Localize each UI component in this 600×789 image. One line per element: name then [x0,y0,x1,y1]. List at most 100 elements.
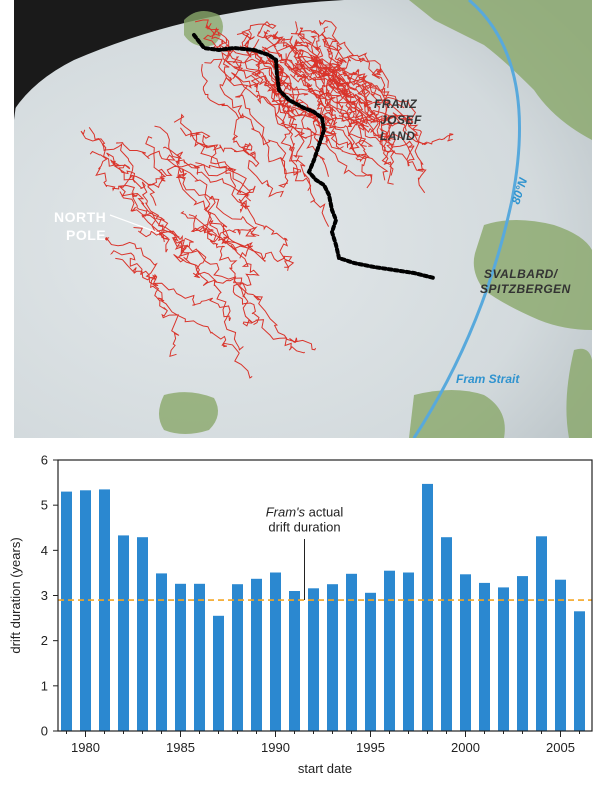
reference-label-line2: drift duration [268,519,340,534]
x-axis-ticks: 1980 1985 1990 1995 2000 2005 [66,731,580,755]
space-corner [14,0,344,110]
drift-track [154,125,250,198]
map-graphic: FRANZ JOSEF LAND SVALBARD/ SPITZBERGEN N… [14,0,592,438]
y-tick-label: 0 [41,724,48,739]
north-pole-label-1: NORTH [54,209,106,225]
drift-track [263,29,369,131]
north-pole-pointer [109,214,160,234]
drift-track [355,68,454,146]
drift-track [294,20,407,132]
bar [251,578,262,731]
drift-track [280,35,417,123]
drift-track [272,31,337,113]
drift-track [202,225,260,326]
bar-chart: 0 1 2 3 4 5 6 1980 1985 1990 1995 2000 2005 Fram's … [8,453,593,776]
bar [194,583,205,731]
globe-surface [14,0,592,438]
drift-track [173,113,284,198]
bar [61,491,72,731]
drift-track [180,210,266,263]
y-axis-label: drift duration (years) [8,537,23,653]
drift-track [275,62,336,137]
y-tick-label: 6 [41,453,48,468]
bar [517,576,528,731]
y-tick-label: 1 [41,678,48,693]
drift-track [290,33,408,161]
drift-track [231,72,307,139]
bar [441,537,452,731]
drift-track [200,64,256,156]
bar [403,572,414,731]
bar [555,579,566,731]
bar [80,490,91,731]
y-tick-label: 4 [41,543,48,558]
x-tick-label: 1990 [261,740,290,755]
x-tick-label: 1985 [166,740,195,755]
plot-frame [57,459,593,732]
drift-track [179,127,250,214]
drift-track [190,131,256,202]
drift-track [311,30,348,93]
drift-track [115,257,253,379]
drift-track [204,58,312,191]
drift-track [119,191,200,279]
drift-track [88,127,170,253]
franz-josef-label-1: FRANZ [374,97,417,111]
drift-track [271,57,338,127]
bar [308,588,319,731]
drift-track [177,168,253,259]
drift-track [106,152,169,239]
bar [327,584,338,731]
bar [175,583,186,731]
bar [422,483,433,731]
y-tick-label: 3 [41,588,48,603]
drift-track [104,237,180,358]
reference-label-line1: Fram's actual [266,504,344,519]
drift-track [173,237,316,351]
x-tick-label: 1980 [71,740,100,755]
drift-track [320,26,405,109]
y-tick-label: 2 [41,633,48,648]
drift-track [294,61,391,165]
bar [460,574,471,731]
bar [270,572,281,731]
drift-track [80,129,157,206]
drift-track [116,142,256,229]
bar [574,611,585,731]
drift-track [188,214,306,354]
latitude-80n-circle [412,0,522,438]
drift-track [145,136,237,189]
drift-track [109,250,244,351]
drift-track [318,20,389,89]
svalbard-label-2: SPITZBERGEN [480,282,571,296]
arctic-drift-map: FRANZ JOSEF LAND SVALBARD/ SPITZBERGEN N… [14,0,592,438]
drift-track [261,30,345,122]
franz-josef-label-3: LAND [380,129,415,143]
x-axis-label: start date [298,761,352,776]
franz-josef-label-2: JOSEF [380,113,422,127]
drift-track [296,50,396,176]
drift-track [218,37,289,188]
bar [479,582,490,731]
bar [365,592,376,731]
fram-strait-label: Fram Strait [456,372,520,386]
bar [156,573,167,731]
svalbard-label-1: SVALBARD/ [484,267,559,281]
bar [99,489,110,731]
x-tick-label: 1995 [356,740,385,755]
y-tick-label: 5 [41,498,48,513]
bar [137,537,148,731]
bars [61,483,585,731]
buoy-drift-tracks [80,19,454,379]
drift-track [195,162,295,271]
bar [536,536,547,731]
bar [213,615,224,731]
land-masses [159,0,592,438]
bar [346,573,357,731]
y-axis-ticks: 0 1 2 3 4 5 6 [41,453,58,739]
drift-duration-chart: 0 1 2 3 4 5 6 1980 1985 1990 1995 2000 2005 Fram's … [0,442,600,784]
north-pole-label-2: POLE [66,227,106,243]
bar [384,570,395,731]
drift-track [222,44,330,227]
bar [289,591,300,731]
